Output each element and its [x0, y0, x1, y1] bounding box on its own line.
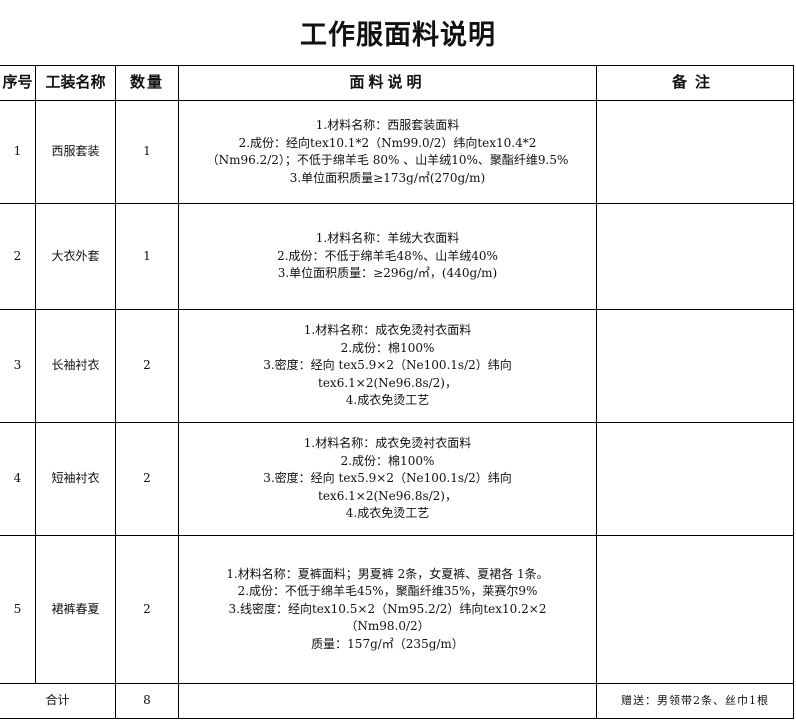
row-qty: 1	[115, 100, 179, 204]
row-name: 大衣外套	[35, 203, 116, 310]
desc-line: 质量：157g/㎡（235g/m）	[311, 636, 464, 651]
row-note	[596, 309, 794, 423]
row-no: 5	[0, 535, 36, 684]
row-no: 2	[0, 203, 36, 310]
total-label: 合计	[0, 683, 116, 719]
desc-line: 1.材料名称：成衣免烫衬衣面料	[303, 323, 472, 338]
row-name: 西服套装	[35, 100, 116, 204]
desc-line: 3.密度：经向 tex5.9×2（Ne100.1s/2）纬向	[263, 358, 512, 373]
desc-line: 3.线密度：经向tex10.5×2（Nm95.2/2）纬向tex10.2×2	[228, 601, 547, 616]
desc-line: 4.成衣免烫工艺	[345, 393, 430, 408]
header-no: 序号	[0, 65, 36, 101]
desc-line: 1.材料名称：羊绒大衣面料	[315, 231, 460, 246]
total-qty: 8	[115, 683, 179, 719]
row-name: 短袖衬衣	[35, 422, 116, 536]
row-qty: 2	[115, 422, 179, 536]
desc-line: 3.单位面积质量：≥296g/㎡，(440g/m)	[277, 266, 498, 281]
header-desc: 面料说明	[178, 65, 597, 101]
desc-line: 2.成份：经向tex10.1*2（Nm99.0/2）纬向tex10.4*2	[238, 135, 537, 150]
desc-line: tex6.1×2(Ne96.8s/2)，	[318, 375, 457, 390]
document-title: 工作服面料说明	[300, 20, 496, 51]
table-row: 1 西服套装 1 1.材料名称：西服套装面料 2.成份：经向tex10.1*2（Nm99…	[0, 100, 794, 204]
desc-line: 4.成衣免烫工艺	[345, 506, 430, 521]
desc-line: 2.成份：不低于绵羊毛48%、山羊绒40%	[277, 248, 498, 263]
table-row: 5 裙裤春夏 2 1.材料名称：夏裤面料；男夏裤 2条，女夏裤、夏裙各 1条。 2.成份…	[0, 535, 794, 684]
fabric-table: 序号 工装名称 数量 面料说明 备注 1 西服套装 1 1.材料名称：西服套装面料 2.…	[0, 65, 794, 719]
row-note	[596, 100, 794, 204]
desc-line: 1.材料名称：西服套装面料	[315, 118, 460, 132]
desc-line: （Nm98.0/2）	[345, 619, 430, 634]
row-name: 长袖衬衣	[35, 309, 116, 423]
desc-line: 3.单位面积质量≥173g/㎡(270g/m)	[289, 170, 486, 185]
row-desc: 1.材料名称：成衣免烫衬衣面料 2.成份：棉100% 3.密度：经向 tex5.9×…	[178, 309, 597, 423]
row-qty: 2	[115, 309, 179, 423]
desc-line: tex6.1×2(Ne96.8s/2)，	[318, 488, 457, 503]
desc-line: 2.成份：棉100%	[340, 453, 435, 468]
table-row: 2 大衣外套 1 1.材料名称：羊绒大衣面料 2.成份：不低于绵羊毛48%、山羊绒40%…	[0, 203, 794, 310]
row-desc: 1.材料名称：夏裤面料；男夏裤 2条，女夏裤、夏裙各 1条。 2.成份：不低于绵羊…	[178, 535, 597, 684]
total-row: 合计 8 赠送：男领带2条、丝巾1根	[0, 683, 794, 719]
row-note	[596, 535, 794, 684]
row-no: 4	[0, 422, 36, 536]
table-row: 3 长袖衬衣 2 1.材料名称：成衣免烫衬衣面料 2.成份：棉100% 3.密度：经向 t…	[0, 309, 794, 423]
row-no: 3	[0, 309, 36, 423]
row-desc: 1.材料名称：成衣免烫衬衣面料 2.成份：棉100% 3.密度：经向 tex5.9×…	[178, 422, 597, 536]
total-note: 赠送：男领带2条、丝巾1根	[596, 683, 794, 719]
header-qty: 数量	[115, 65, 179, 101]
row-qty: 1	[115, 203, 179, 310]
row-note	[596, 203, 794, 310]
row-name: 裙裤春夏	[35, 535, 116, 684]
row-desc: 1.材料名称：羊绒大衣面料 2.成份：不低于绵羊毛48%、山羊绒40% 3.单位面积…	[178, 203, 597, 310]
row-no: 1	[0, 100, 36, 204]
row-desc: 1.材料名称：西服套装面料 2.成份：经向tex10.1*2（Nm99.0/2）纬…	[178, 100, 597, 204]
table-row: 4 短袖衬衣 2 1.材料名称：成衣免烫衬衣面料 2.成份：棉100% 3.密度：经向 t…	[0, 422, 794, 536]
desc-line: （Nm96.2/2）；不低于绵羊毛 80% 、山羊绒10%、聚酯纤维9.5%	[206, 153, 569, 167]
desc-line: 3.密度：经向 tex5.9×2（Ne100.1s/2）纬向	[263, 471, 512, 486]
header-note: 备注	[596, 65, 794, 101]
desc-line: 1.材料名称：成衣免烫衬衣面料	[303, 436, 472, 451]
desc-line: 2.成份：不低于绵羊毛45%，聚酯纤维35%，莱赛尔9%	[237, 584, 538, 599]
desc-line: 2.成份：棉100%	[340, 340, 435, 355]
total-desc	[178, 683, 597, 719]
row-note	[596, 422, 794, 536]
row-qty: 2	[115, 535, 179, 684]
header-row: 序号 工装名称 数量 面料说明 备注	[0, 65, 794, 101]
header-name: 工装名称	[35, 65, 116, 101]
desc-line: 1.材料名称：夏裤面料；男夏裤 2条，女夏裤、夏裙各 1条。	[226, 566, 549, 581]
